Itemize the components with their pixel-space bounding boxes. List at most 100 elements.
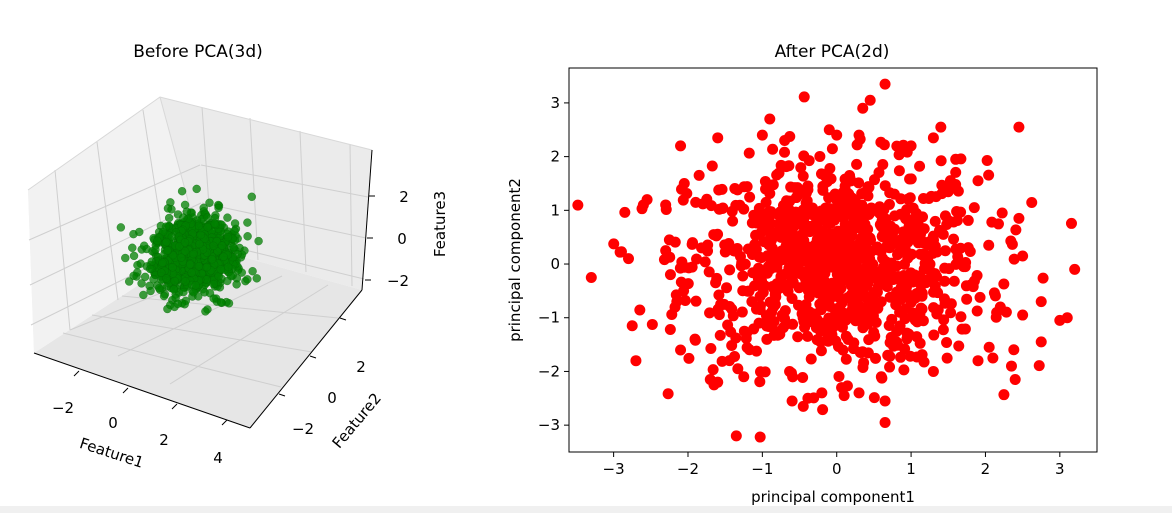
scatter-point (797, 204, 809, 216)
scatter-point (914, 160, 926, 172)
scatter-point (905, 140, 917, 152)
scatter-point (956, 323, 968, 335)
scatter-point (572, 199, 584, 211)
scatter-point (833, 370, 845, 382)
x-tick-label: 1 (906, 460, 916, 478)
scatter-point (992, 218, 1004, 230)
scatter-point (816, 281, 828, 293)
scatter-point (1037, 272, 1049, 284)
scatter3d-point (139, 241, 149, 250)
y-ticks-2d: −3 −2 −1 0 1 2 3 (538, 94, 569, 434)
scatter-point (785, 235, 797, 247)
scatter-point (737, 270, 749, 282)
scatter-point (998, 278, 1010, 290)
scatter-point (754, 376, 766, 388)
scatter-point (712, 228, 724, 240)
scatter-point (781, 195, 793, 207)
y-tick-label: 2 (550, 148, 560, 166)
x-tick-label: −2 (677, 460, 699, 478)
scatter3d-point (179, 213, 188, 222)
scatter-point (675, 276, 687, 288)
scatter-point (1069, 263, 1081, 275)
scatter-point (835, 317, 847, 329)
scatter-point (883, 320, 895, 332)
scatter-point (705, 342, 717, 354)
scatter-point (732, 363, 744, 375)
scatter3d-point (223, 276, 232, 286)
scatter3d-point (140, 272, 150, 282)
scatter3d-point (191, 281, 200, 290)
scatter-point (792, 331, 804, 343)
scatter3d-point (163, 204, 173, 213)
scatter-point (1013, 212, 1025, 224)
scatter-point (840, 353, 852, 365)
scatter-point (634, 304, 646, 316)
scatter-point (736, 306, 748, 318)
scatter3d-point (209, 279, 218, 289)
scatter-point (972, 175, 984, 187)
scatter-point (900, 213, 912, 225)
scatter3d-point (247, 192, 257, 202)
scatter-point (899, 244, 911, 256)
scatter3d-point (137, 279, 146, 288)
x-tick-label: 2 (981, 460, 991, 478)
scatter-point (853, 387, 865, 399)
scatter-point (857, 361, 869, 373)
scatter-point (851, 158, 863, 170)
scatter3d-point (162, 274, 171, 283)
scatter-point (939, 275, 951, 287)
scatter-point (646, 318, 658, 330)
scatter-point (730, 430, 742, 442)
scatter-point (714, 329, 726, 341)
zlabel-feature3: Feature3 (431, 191, 449, 257)
scatter-point (744, 191, 756, 203)
scatter-point (815, 336, 827, 348)
scatter-point (929, 215, 941, 227)
scatter-point (814, 229, 826, 241)
ylabel-2d: principal component2 (506, 178, 524, 342)
scatter-point (838, 390, 850, 402)
scatter3d-point (185, 260, 195, 269)
scatter-point (696, 242, 708, 254)
scatter-point (1006, 238, 1018, 250)
scatter-point (1065, 217, 1077, 229)
scatter-point (857, 102, 869, 114)
scatter-point (1035, 336, 1047, 348)
scatter-point (990, 311, 1002, 323)
tick-label-feature3-0: −2 (387, 272, 409, 290)
scatter-point (910, 207, 922, 219)
scatter-point (759, 366, 771, 378)
scatter-point (841, 380, 853, 392)
scatter-point (780, 161, 792, 173)
scatter-point (820, 255, 832, 267)
scatter-point (878, 139, 890, 151)
scatter-point (987, 352, 999, 364)
scatter-point (663, 234, 675, 246)
scatter3d-point (195, 239, 204, 249)
scatter-point (792, 182, 804, 194)
scatter-point (846, 310, 858, 322)
scatter-point (898, 364, 910, 376)
scatter-point (944, 175, 956, 187)
scatter3d-point (158, 258, 167, 267)
scatter-point (849, 206, 861, 218)
scatter-point (753, 202, 765, 214)
scatter-point (750, 229, 762, 241)
scatter-point (675, 344, 687, 356)
scatter-point (884, 361, 896, 373)
scatter-point (713, 203, 725, 215)
scatter-point (937, 324, 949, 336)
scatter-point (998, 389, 1010, 401)
scatter-point (943, 263, 955, 275)
points-2d (572, 78, 1081, 443)
scatter-point (774, 282, 786, 294)
scatter-point (1017, 309, 1029, 321)
scatter-point (1035, 296, 1047, 308)
scatter-point (704, 307, 716, 319)
scatter3d-point (194, 221, 204, 231)
scatter-point (746, 249, 758, 261)
tick-label-feature1-1: 0 (108, 414, 118, 432)
scatter-point (779, 135, 791, 147)
scatter3d-point (194, 262, 204, 271)
scatter-point (779, 305, 791, 317)
